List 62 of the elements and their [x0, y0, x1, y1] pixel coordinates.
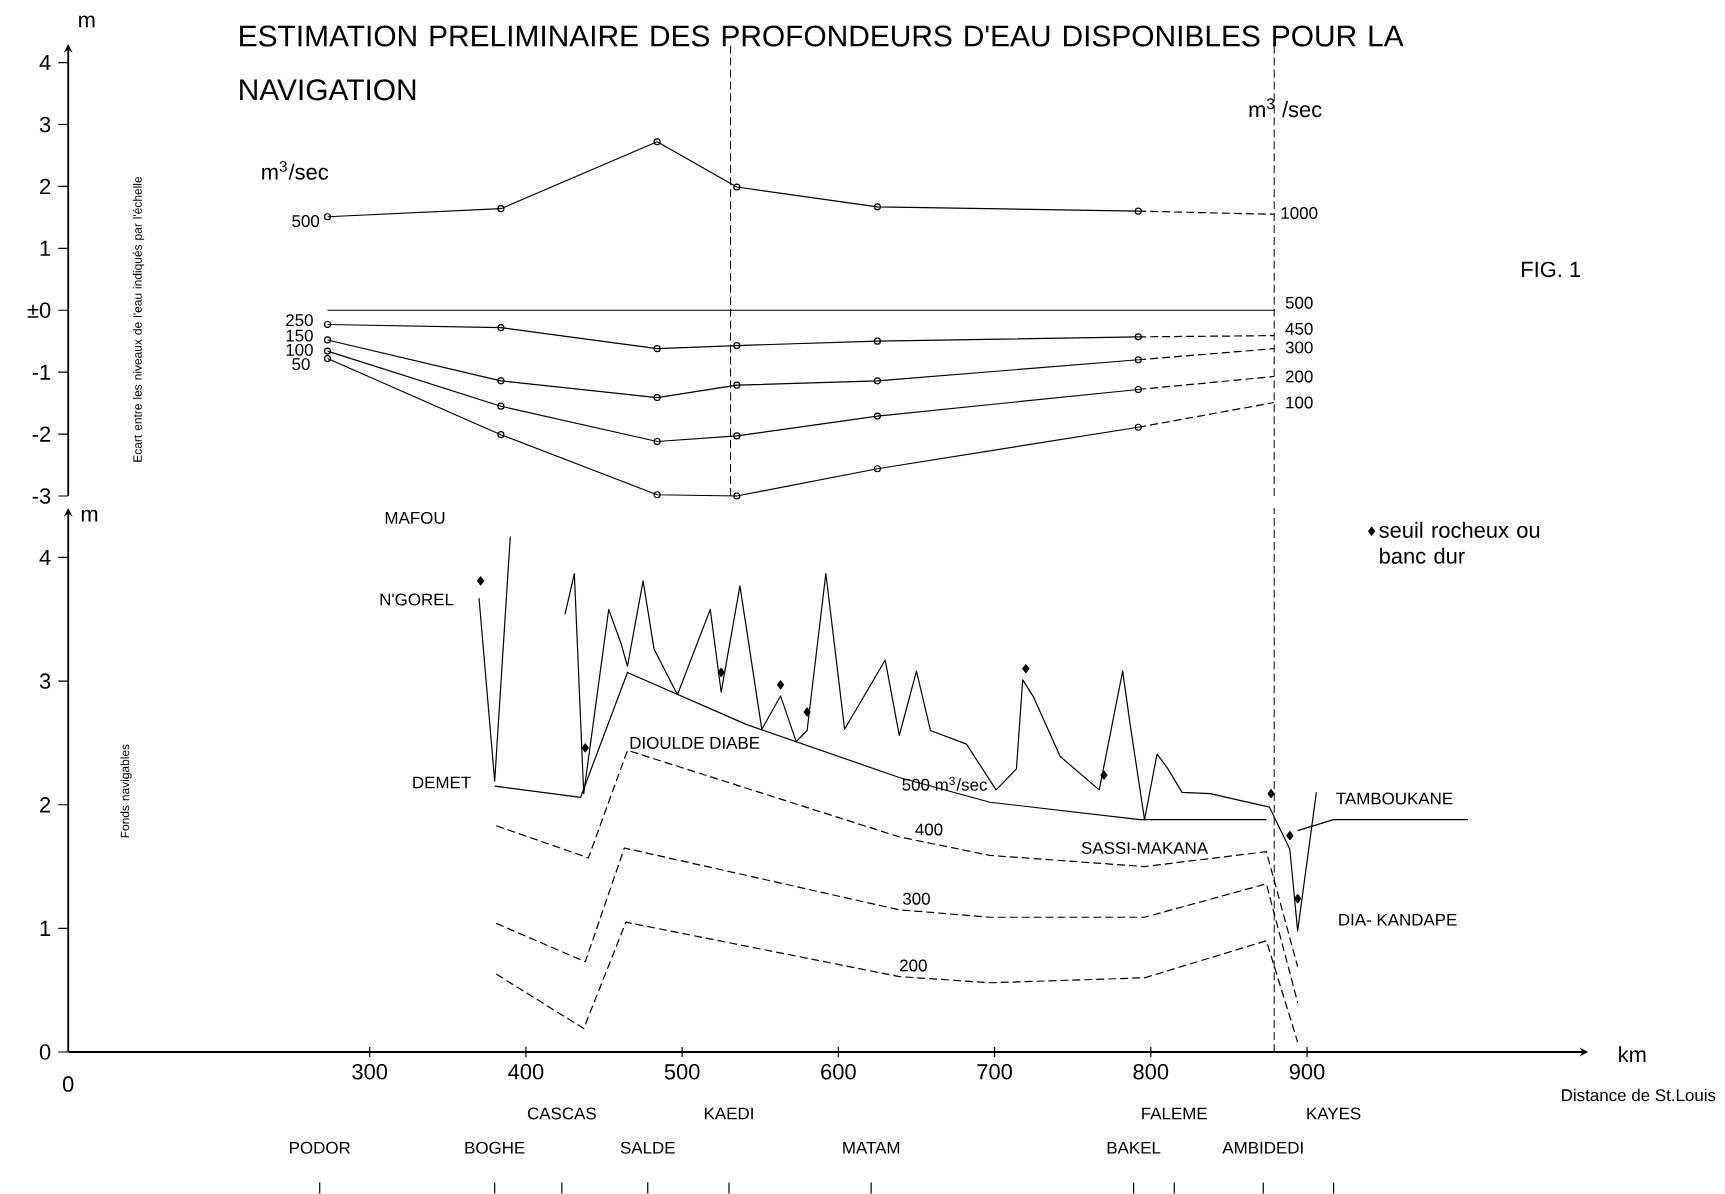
- annotation: 300: [1285, 341, 1313, 354]
- y-tick-label: 1: [40, 920, 51, 936]
- y-tick-label: 2: [40, 178, 51, 195]
- y-axis-title: Ecart entre les niveaux de l'eau indiqués par l'échelle: [132, 176, 145, 462]
- annotation: 200: [1285, 370, 1313, 383]
- annotation: 100: [1286, 396, 1313, 409]
- y-tick-label: -3: [32, 488, 51, 504]
- y-tick-label: 4: [39, 549, 51, 565]
- text: SALDE: [620, 1141, 675, 1154]
- text: 0: [62, 1076, 74, 1092]
- annotation: 50: [292, 358, 310, 371]
- y-tick-label: -2: [32, 426, 51, 442]
- x-tick-label: 400: [508, 1064, 544, 1080]
- text: km: [1619, 1046, 1646, 1063]
- y-tick-label: 4: [39, 55, 51, 71]
- x-tick-label: 800: [1133, 1064, 1169, 1080]
- x-tick-label: 900: [1289, 1064, 1325, 1080]
- annotation: 200: [900, 959, 927, 972]
- annotation: 400: [915, 823, 943, 836]
- annotation: 1000: [1281, 207, 1318, 220]
- legend-label: seuil rocheux ou banc dur: [1379, 521, 1540, 564]
- y-tick-label: ±0: [27, 302, 51, 318]
- annotation: 300: [902, 892, 930, 905]
- y-tick-label: 2: [40, 797, 51, 813]
- x-tick-label: 700: [977, 1064, 1012, 1080]
- y-axis-title: Fonds navigables: [120, 744, 132, 838]
- annotation: DEMET: [413, 776, 471, 789]
- caption: FIG. 1: [1522, 261, 1581, 278]
- annotation: DIA- KANDAPE: [1339, 913, 1457, 926]
- annotation: N'GOREL: [380, 593, 454, 606]
- annotation: m: [81, 509, 98, 522]
- x-tick-label: 600: [821, 1064, 856, 1080]
- annotation: SASSI-MAKANA: [1081, 842, 1209, 854]
- text: PODOR: [290, 1141, 350, 1154]
- text: CASCAS: [527, 1107, 596, 1120]
- annotation: 450: [1285, 322, 1313, 335]
- annotation: 100: [286, 343, 313, 356]
- annotation: 500: [292, 215, 320, 228]
- text: KAYES: [1307, 1107, 1361, 1120]
- y-tick-label: 3: [39, 116, 51, 133]
- annotation: DIOULDE DIABE: [630, 736, 760, 749]
- y-tick-label: 3: [39, 673, 51, 689]
- y-tick-label: 0: [39, 1044, 51, 1060]
- text: FALEME: [1142, 1107, 1207, 1120]
- annotation: 500 m$^{3}$/sec: [902, 776, 988, 791]
- annotation: 250: [286, 314, 313, 327]
- y-tick-label: -1: [32, 364, 51, 380]
- text: BOGHE: [465, 1141, 525, 1154]
- annotation: 500: [1285, 296, 1313, 309]
- x-axis-title: Distance de St.Louis: [1562, 1088, 1716, 1102]
- annotation: MAFOU: [385, 511, 445, 524]
- text: AMBIDEDI: [1222, 1141, 1303, 1154]
- annotation: TAMBOUKANE: [1336, 792, 1453, 805]
- text: BAKEL: [1107, 1141, 1161, 1154]
- text: m: [79, 15, 95, 28]
- x-tick-label: 500: [664, 1064, 700, 1080]
- text: MATAM: [843, 1141, 900, 1154]
- annotation: m$^{3}$/sec: [262, 160, 329, 180]
- x-tick-label: 300: [352, 1064, 388, 1080]
- annotation: 150: [286, 329, 313, 342]
- text: KAEDI: [704, 1107, 753, 1120]
- y-tick-label: 1: [40, 240, 51, 256]
